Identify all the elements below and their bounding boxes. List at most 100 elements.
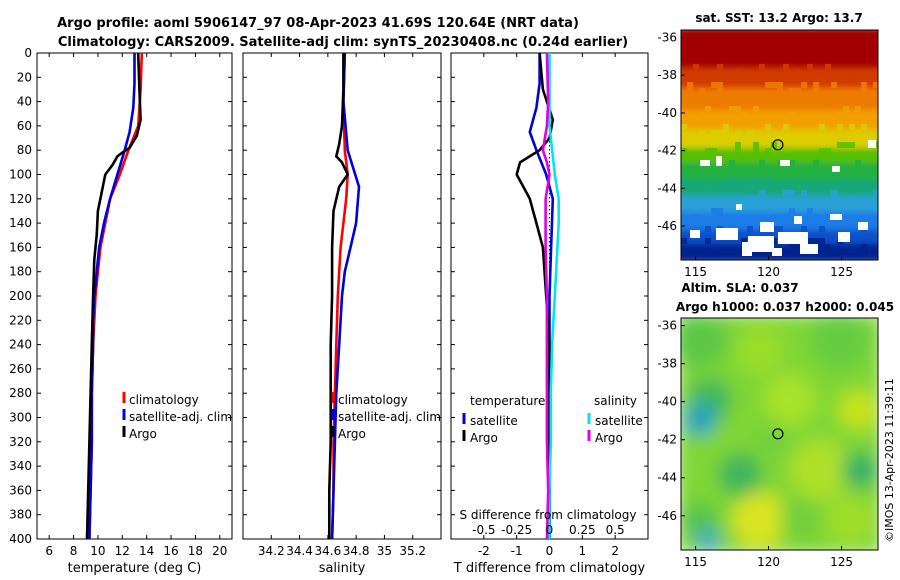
map-y-tick-label: -38 [657,68,677,82]
map-x-tick-label: 120 [757,265,780,279]
secondary-x-tick-label: 0.25 [569,523,596,537]
x-tick-label: 20 [212,544,227,558]
legend-title-temperature: temperature [470,394,545,408]
x-tick-label: 35.2 [399,544,426,558]
map-y-tick-label: -44 [657,181,677,195]
series-line-satellite-adj-clim [88,53,136,540]
x-tick-label: 14 [139,544,154,558]
map-y-tick-label: -44 [657,471,677,485]
series-line-t-argo [515,52,555,539]
series-line-satellite-adj-clim [330,52,361,540]
secondary-x-tick-label: 0.5 [606,523,625,537]
y-tick-label: 40 [17,95,32,109]
x-axis-label: temperature (deg C) [68,561,202,576]
y-tick-label: 400 [9,532,32,546]
legend-label: climatology [129,393,199,407]
secondary-x-tick-label: -0.25 [501,523,532,537]
x-tick-label: -2 [478,544,490,558]
x-axis-label: salinity [319,561,366,576]
sla-map-subtitle: Argo h1000: 0.037 h2000: 0.045 [676,300,894,314]
y-tick-label: 140 [9,216,32,230]
series-line-t-satellite [528,53,555,539]
x-tick-label: 10 [90,544,105,558]
temperature-panel: 0 20 40 60 80 100 120 140 160 180 200 220 240 260 280 3… [9,46,233,576]
imos-watermark: ©IMOS 13-Apr-2023 11:39:11 [883,378,896,542]
y-tick-label: 240 [9,338,32,352]
series-line-s-argo [541,52,551,540]
argo-float-marker [772,139,784,151]
x-tick-label: 1 [579,544,587,558]
plot-frame [36,52,233,540]
map-x-tick-label: 115 [684,265,707,279]
y-tick-label: 360 [9,483,32,497]
sla-map-frame [680,317,879,551]
x-tick-label: 35 [377,544,392,558]
y-tick-label: 60 [17,119,32,133]
y-tick-label: 340 [9,459,32,473]
x-tick-label: 8 [70,544,78,558]
map-y-tick-label: -38 [657,357,677,371]
map-x-tick-label: 125 [830,555,853,569]
sst-map-title: sat. SST: 13.2 Argo: 13.7 [695,11,862,25]
x-tick-label: 2 [611,544,619,558]
map-y-tick-label: -36 [657,31,677,45]
series-line-s-satellite [548,53,561,539]
legend-label: satellite [595,414,643,428]
y-tick-label: 80 [17,143,32,157]
map-y-tick-label: -46 [657,219,677,233]
y-tick-label: 320 [9,435,32,449]
map-y-tick-label: -40 [657,395,677,409]
y-tick-label: 200 [9,289,32,303]
y-tick-label: 280 [9,386,32,400]
x-tick-label: 0 [546,544,554,558]
salinity-panel: 34.2 34.4 34.6 34.8 35 35.2 salinity climatolog… [242,52,442,576]
sst-heatmap-image [681,30,878,260]
x-axis-label: T difference from climatology [453,561,646,576]
legend-label: satellite [470,414,518,428]
y-tick-label: 120 [9,192,32,206]
sla-heatmap-image [681,318,878,550]
x-tick-label: 34.8 [343,544,370,558]
series-line-argo [85,52,142,540]
legend-title-salinity: salinity [594,394,637,408]
series-line-argo [327,53,350,539]
x-tick-label: 34.2 [258,544,285,558]
map-y-tick-label: -46 [657,509,677,523]
legend-label: Argo [338,427,366,441]
x-tick-label: -1 [511,544,523,558]
y-tick-label: 220 [9,313,32,327]
legend-label: satellite-adj. clim [129,410,232,424]
legend-label: Argo [595,431,623,445]
sla-map-panel: Altim. SLA: 0.037 Argo h1000: 0.037 h200… [657,281,894,569]
legend-label: climatology [338,393,408,407]
legend-label: satellite-adj. clim [338,410,441,424]
x-tick-label: 18 [188,544,203,558]
figure-title-line2: Climatology: CARS2009. Satellite-adj cli… [58,35,628,50]
y-tick-label: 20 [17,70,32,84]
y-tick-label: 160 [9,240,32,254]
map-y-tick-label: -40 [657,106,677,120]
sla-map-title: Altim. SLA: 0.037 [681,281,798,295]
sst-map-frame [680,29,879,261]
figure-title-line1: Argo profile: aoml 5906147_97 08-Apr-202… [57,16,579,31]
y-tick-label: 0 [24,46,32,60]
difference-panel: -2 -1 0 1 2 T difference from climatology S di… [450,52,649,576]
map-x-tick-label: 125 [830,265,853,279]
map-x-tick-label: 115 [684,555,707,569]
argo-float-marker [772,428,784,440]
y-tick-label: 260 [9,362,32,376]
x-tick-label: 6 [45,544,53,558]
map-y-tick-label: -42 [657,433,677,447]
y-tick-label: 100 [9,168,32,182]
legend-label: Argo [129,427,157,441]
y-tick-label: 300 [9,411,32,425]
x-tick-label: 16 [163,544,178,558]
map-x-tick-label: 120 [757,555,780,569]
y-tick-label: 380 [9,508,32,522]
y-tick-label: 180 [9,265,32,279]
series-line-climatology [330,52,350,540]
legend-label: Argo [470,431,498,445]
sst-map-panel: sat. SST: 13.2 Argo: 13.7 115 120 125 -36 -3… [657,11,879,279]
